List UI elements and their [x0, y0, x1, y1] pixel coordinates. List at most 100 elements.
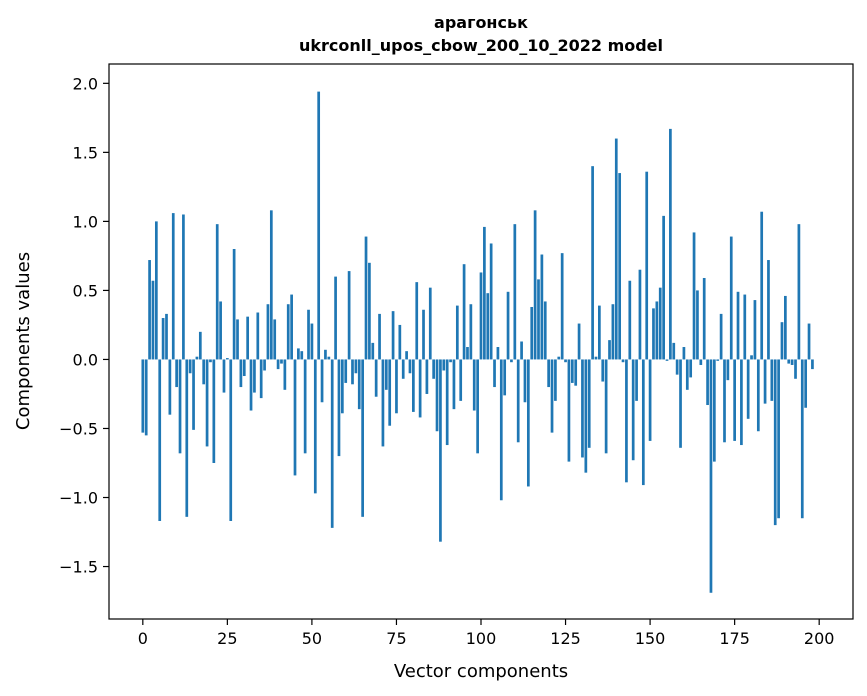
x-axis-label: Vector components: [394, 661, 568, 682]
bar: [232, 249, 236, 360]
bar: [506, 291, 510, 360]
bar: [347, 271, 351, 360]
bar: [564, 359, 567, 363]
bar: [283, 359, 287, 390]
bar: [638, 269, 642, 360]
bar: [459, 359, 463, 401]
bar: [415, 282, 419, 360]
bar: [641, 359, 645, 486]
bar: [337, 359, 341, 457]
bar: [503, 359, 507, 396]
bar: [628, 280, 632, 360]
bar: [401, 359, 405, 379]
bar: [797, 224, 801, 360]
bar: [300, 351, 304, 360]
bar: [378, 313, 381, 360]
y-tick-label: 0.5: [73, 281, 98, 300]
bar: [756, 359, 760, 432]
bar: [263, 359, 266, 371]
bar: [584, 359, 588, 473]
bar: [493, 359, 496, 388]
bar: [621, 359, 625, 363]
bar: [682, 347, 686, 360]
bar: [469, 304, 473, 360]
bar: [253, 359, 256, 393]
bar: [672, 342, 676, 360]
bar: [320, 359, 324, 403]
bar: [418, 359, 422, 418]
bar: [310, 323, 314, 360]
bar: [188, 359, 192, 374]
bar: [543, 301, 547, 360]
x-tick-label: 175: [719, 629, 750, 648]
bar: [259, 359, 263, 399]
bar: [743, 294, 747, 360]
bar: [689, 359, 693, 378]
bar: [777, 359, 780, 519]
bar: [736, 291, 740, 360]
bar: [790, 359, 794, 365]
bar: [547, 359, 550, 388]
bar: [594, 356, 598, 360]
bar: [719, 313, 723, 360]
bar: [716, 359, 720, 361]
bar: [425, 359, 429, 394]
bar: [154, 221, 158, 360]
x-tick-label: 200: [804, 629, 835, 648]
y-axis: −1.5 −1.0 −0.5 0.0 0.5 1.0 1.5 2.0: [59, 74, 109, 577]
bar: [246, 316, 250, 360]
bar: [297, 348, 300, 360]
bar: [574, 359, 578, 386]
bar: [648, 359, 652, 441]
bar: [760, 211, 764, 360]
bar: [523, 359, 527, 403]
bar: [807, 323, 811, 360]
bar: [675, 359, 679, 375]
bar: [276, 359, 280, 370]
bar: [151, 280, 155, 360]
bar: [767, 260, 770, 360]
bar: [557, 356, 561, 360]
bar: [472, 359, 476, 411]
bar: [669, 128, 672, 360]
bar: [148, 260, 151, 360]
bar: [608, 340, 611, 360]
bar: [428, 287, 432, 360]
x-tick-label: 0: [138, 629, 148, 648]
bar: [652, 308, 655, 360]
bar: [746, 359, 750, 419]
bar: [293, 359, 297, 476]
bar: [445, 359, 449, 446]
bar: [679, 359, 682, 448]
bar: [324, 349, 327, 360]
bar: [540, 254, 544, 360]
bar: [685, 359, 689, 390]
bar: [733, 359, 736, 441]
bar: [269, 210, 273, 360]
bar: [533, 210, 537, 360]
bar: [442, 359, 446, 371]
bar: [449, 359, 452, 363]
y-axis-label: Components values: [13, 252, 34, 430]
bar: [591, 166, 594, 360]
bar: [158, 359, 162, 521]
bar: [239, 359, 243, 388]
bar: [398, 324, 402, 360]
bar: [530, 306, 534, 360]
y-tick-label: −1.0: [59, 489, 98, 508]
bar: [368, 262, 371, 360]
bar: [706, 359, 709, 406]
bar: [499, 359, 503, 501]
bar: [726, 359, 730, 381]
bar: [787, 359, 791, 364]
bar: [222, 359, 226, 393]
bar: [804, 359, 808, 408]
bar: [313, 359, 317, 494]
bars-group: [141, 91, 814, 593]
bar: [330, 359, 334, 528]
bar: [483, 226, 486, 360]
bar: [357, 359, 361, 410]
y-tick-label: 1.0: [73, 212, 98, 231]
bar: [381, 359, 385, 447]
